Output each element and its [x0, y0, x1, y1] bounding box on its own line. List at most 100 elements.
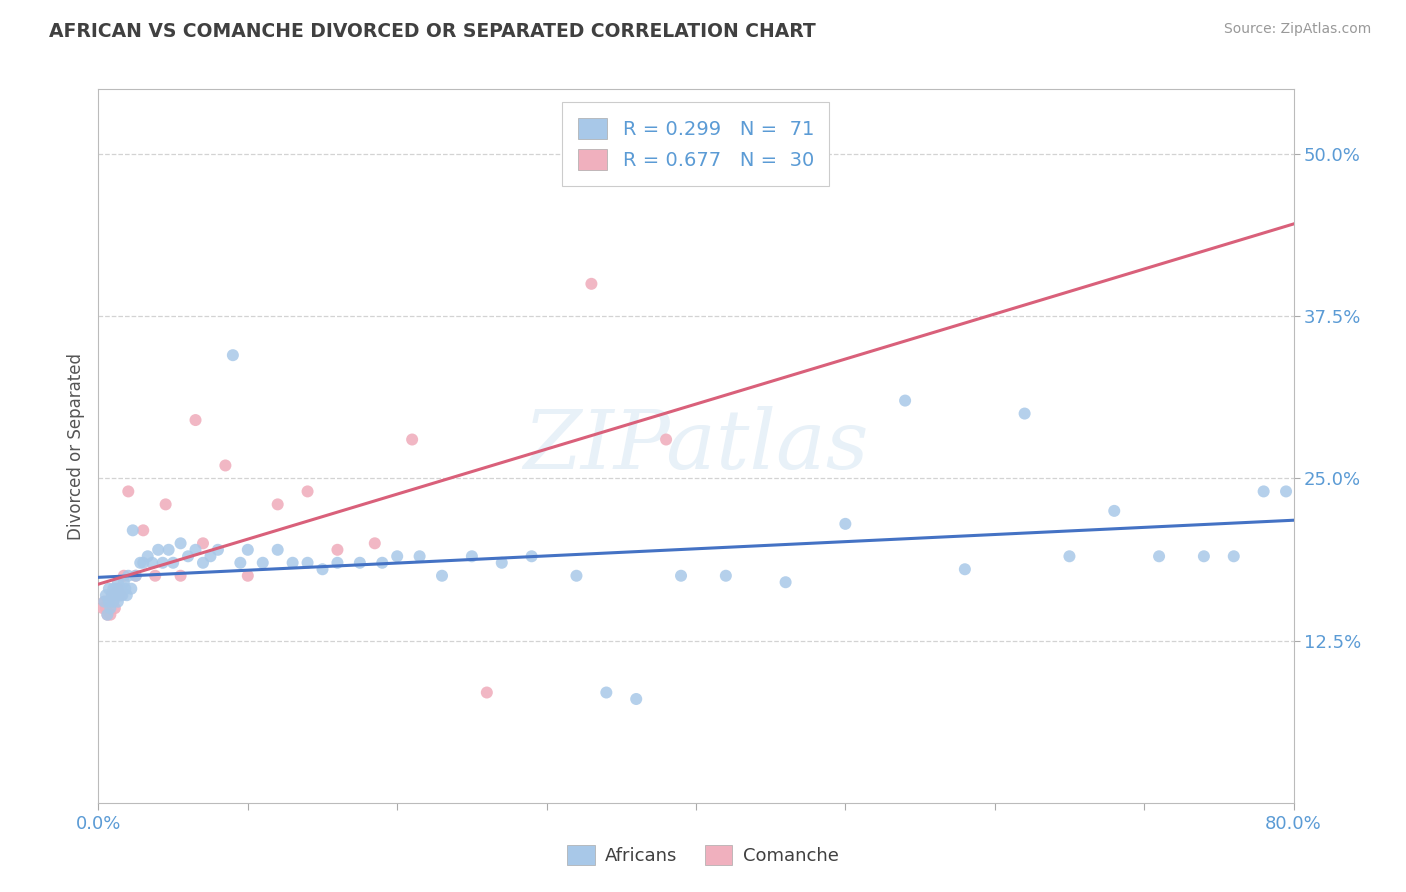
Point	[114, 582, 136, 596]
Point	[326, 556, 349, 570]
Point	[125, 568, 148, 582]
Point	[214, 458, 236, 473]
Point	[1014, 407, 1036, 421]
Point	[491, 556, 513, 570]
Point	[267, 542, 290, 557]
Text: ZIPatlas: ZIPatlas	[523, 406, 869, 486]
Point	[97, 595, 120, 609]
Point	[121, 524, 143, 538]
Point	[148, 542, 170, 557]
Point	[326, 542, 349, 557]
Point	[229, 556, 252, 570]
Point	[132, 524, 155, 538]
Point	[1104, 504, 1126, 518]
Point	[141, 556, 163, 570]
Point	[385, 549, 409, 564]
Point	[91, 601, 114, 615]
Point	[105, 582, 128, 596]
Point	[115, 588, 138, 602]
Point	[111, 588, 134, 602]
Point	[655, 433, 678, 447]
Point	[129, 556, 152, 570]
Point	[105, 588, 128, 602]
Point	[136, 549, 159, 564]
Point	[1192, 549, 1215, 564]
Point	[408, 549, 430, 564]
Point	[222, 348, 245, 362]
Point	[132, 556, 155, 570]
Point	[117, 568, 139, 582]
Point	[184, 542, 207, 557]
Point	[97, 595, 120, 609]
Point	[169, 536, 191, 550]
Point	[401, 433, 423, 447]
Point	[1147, 549, 1170, 564]
Text: Source: ZipAtlas.com: Source: ZipAtlas.com	[1223, 22, 1371, 37]
Point	[1223, 549, 1246, 564]
Point	[125, 568, 148, 582]
Point	[94, 601, 117, 615]
Text: AFRICAN VS COMANCHE DIVORCED OR SEPARATED CORRELATION CHART: AFRICAN VS COMANCHE DIVORCED OR SEPARATE…	[49, 22, 815, 41]
Point	[107, 575, 129, 590]
Point	[107, 582, 129, 596]
Point	[120, 582, 142, 596]
Point	[191, 556, 214, 570]
Point	[252, 556, 274, 570]
Point	[103, 595, 125, 609]
Point	[112, 575, 135, 590]
Point	[96, 607, 118, 622]
Point	[834, 516, 856, 531]
Point	[281, 556, 304, 570]
Point	[714, 568, 737, 582]
Point	[104, 588, 127, 602]
Point	[107, 595, 129, 609]
Legend: Africans, Comanche: Africans, Comanche	[560, 838, 846, 872]
Point	[184, 413, 207, 427]
Point	[236, 542, 259, 557]
Point	[200, 549, 222, 564]
Point	[96, 607, 118, 622]
Point	[108, 588, 131, 602]
Point	[103, 595, 125, 609]
Point	[1253, 484, 1275, 499]
Point	[191, 536, 214, 550]
Point	[953, 562, 976, 576]
Point	[1059, 549, 1081, 564]
Point	[157, 542, 180, 557]
Point	[152, 556, 174, 570]
Point	[98, 601, 122, 615]
Point	[207, 542, 229, 557]
Point	[103, 582, 125, 596]
Point	[1275, 484, 1298, 499]
Y-axis label: Divorced or Separated: Divorced or Separated	[66, 352, 84, 540]
Point	[236, 568, 259, 582]
Point	[98, 607, 122, 622]
Point	[169, 568, 191, 582]
Point	[110, 582, 132, 596]
Point	[520, 549, 543, 564]
Point	[162, 556, 184, 570]
Point	[430, 568, 453, 582]
Point	[93, 595, 115, 609]
Point	[155, 497, 177, 511]
Point	[104, 601, 127, 615]
Point	[177, 549, 200, 564]
Point	[101, 588, 124, 602]
Point	[775, 575, 797, 590]
Point	[297, 484, 319, 499]
Point	[117, 484, 139, 499]
Point	[143, 568, 166, 582]
Point	[94, 588, 117, 602]
Point	[565, 568, 588, 582]
Point	[349, 556, 371, 570]
Point	[297, 556, 319, 570]
Point	[894, 393, 917, 408]
Legend: R = 0.299   N =  71, R = 0.677   N =  30: R = 0.299 N = 71, R = 0.677 N = 30	[562, 103, 830, 186]
Point	[364, 536, 387, 550]
Point	[595, 685, 617, 699]
Point	[475, 685, 498, 699]
Point	[581, 277, 603, 291]
Point	[112, 568, 135, 582]
Point	[267, 497, 290, 511]
Point	[97, 582, 120, 596]
